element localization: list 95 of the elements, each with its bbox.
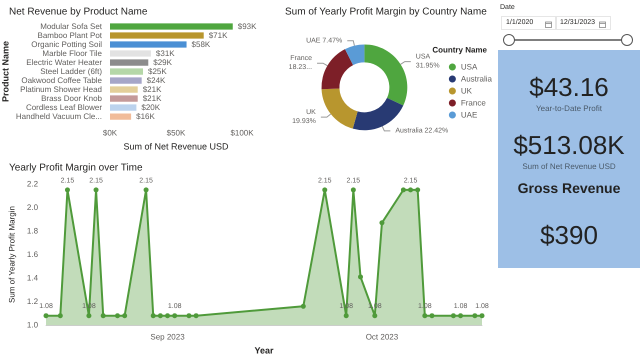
point	[350, 187, 356, 192]
data-label: $21K	[142, 85, 162, 94]
bar	[110, 77, 142, 84]
data-label: $29K	[153, 58, 173, 68]
point	[86, 313, 92, 318]
legend-label: USA	[460, 62, 478, 72]
y-tick-label: Brass Door Knob	[41, 94, 103, 104]
y-tick-label: Handheld Vacuum Cle...	[16, 112, 102, 122]
point	[372, 313, 378, 318]
bar	[110, 104, 136, 111]
bar	[110, 23, 233, 30]
y-tick-label: Bamboo Plant Pot	[38, 31, 103, 40]
x-tick-label: $0K	[102, 128, 118, 138]
text: $390	[539, 220, 599, 251]
point	[144, 187, 149, 192]
y-tick-label: 2.0	[26, 203, 39, 212]
y-tick-label: Cordless Leaf Blower	[26, 103, 102, 112]
data-label: $58K	[192, 40, 211, 50]
y-tick-label: Organic Potting Soil	[31, 40, 102, 50]
point	[122, 313, 128, 318]
chart-title: Sum of Yearly Profit Margin by Country Name	[285, 6, 488, 18]
bar	[110, 41, 187, 48]
point	[344, 313, 349, 318]
chart-title: Net Revenue by Product Name	[9, 6, 148, 18]
data-label: $25K	[148, 67, 168, 76]
point	[422, 313, 428, 318]
point	[300, 304, 306, 309]
y-tick-label: 1.6	[26, 250, 39, 260]
data-label: $31K	[156, 49, 176, 58]
point	[194, 313, 199, 318]
point	[400, 187, 406, 192]
x-axis-title: Sum of Net Revenue USD	[123, 142, 230, 152]
data-label: $71K	[208, 31, 228, 40]
y-tick-label: Marble Floor Tile	[42, 49, 103, 58]
y-tick-label: 1.2	[26, 297, 39, 306]
data-label: $16K	[136, 112, 156, 122]
point	[472, 313, 478, 318]
x-tick-label: $50K	[166, 128, 186, 138]
bar	[110, 59, 148, 66]
point	[458, 313, 464, 318]
bar	[110, 68, 143, 75]
data-label: $93K	[238, 22, 258, 32]
point	[408, 187, 414, 192]
bar	[110, 50, 151, 57]
text: Gross Revenue	[516, 180, 622, 196]
point	[186, 313, 192, 318]
point	[150, 313, 156, 318]
text: $513.08K	[512, 130, 626, 161]
y-tick-label: Steel Ladder (6ft)	[40, 67, 102, 76]
legend-title: Country Name	[432, 46, 488, 54]
text: Year-to-Date Profit	[535, 104, 603, 113]
point	[158, 313, 163, 318]
point	[94, 187, 99, 192]
y-tick-label: Modular Sofa Set	[40, 22, 103, 32]
y-tick-label: Platinum Shower Head	[20, 85, 102, 94]
bar	[110, 113, 132, 120]
point	[450, 313, 456, 318]
point	[415, 187, 420, 192]
data-label: $21K	[142, 94, 162, 104]
legend-label: Australia	[460, 74, 493, 84]
point	[115, 313, 120, 318]
text: $43.16	[528, 72, 610, 103]
x-tick-label: Oct 2023	[366, 332, 399, 342]
point	[100, 313, 106, 318]
bar	[110, 95, 138, 102]
point	[358, 274, 363, 280]
point	[165, 313, 170, 318]
y-axis-title: Product Name	[0, 41, 10, 102]
y-axis-title: Sum of Yearly Profit Margin	[8, 206, 16, 304]
y-tick-label: 1.4	[26, 274, 39, 283]
point	[172, 313, 178, 318]
text: Sum of Net Revenue USD	[521, 162, 617, 171]
point	[44, 313, 49, 318]
y-tick-label: Oakwood Coffee Table	[21, 76, 103, 86]
legend-label: France	[460, 98, 486, 108]
x-axis-title: Year	[254, 346, 274, 356]
legend-label: UAE	[460, 110, 478, 120]
y-tick-label: 1.8	[26, 226, 39, 236]
x-tick-label: $100K	[230, 128, 254, 138]
y-tick-label: 2.2	[26, 180, 39, 188]
data-label: $24K	[146, 76, 166, 86]
y-tick-label: 1.0	[26, 320, 39, 330]
point	[58, 313, 63, 318]
point	[480, 313, 484, 318]
bar	[110, 32, 204, 39]
chart-title: Yearly Profit Margin over Time	[9, 162, 144, 174]
point	[322, 187, 328, 192]
legend-label: UK	[460, 86, 473, 96]
y-tick-label: Electric Water Heater	[26, 58, 102, 68]
point	[64, 187, 70, 192]
x-tick-label: Sep 2023	[150, 332, 186, 342]
point	[429, 313, 434, 318]
data-label: $20K	[141, 103, 161, 112]
point	[379, 220, 384, 226]
bar	[110, 86, 138, 93]
